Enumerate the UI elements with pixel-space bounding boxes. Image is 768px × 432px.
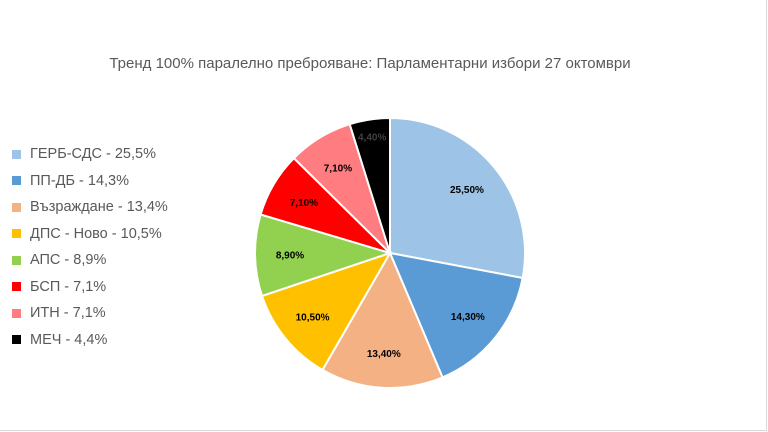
legend-label-aps: АПС - 8,9% [30, 252, 107, 269]
legend-swatch-mech [12, 335, 21, 345]
data-label-bsp: 7,10% [290, 198, 318, 209]
legend-swatch-vazrazhdane [12, 202, 21, 212]
data-label-mech: 4,40% [358, 132, 386, 143]
legend: ГЕРБ-СДС - 25,5% ПП-ДБ - 14,3% Възраждан… [12, 141, 168, 353]
data-label-pp-db: 14,30% [451, 312, 485, 323]
data-label-gerb-sds: 25,50% [450, 185, 484, 196]
pie-slice-pp-db [388, 251, 524, 379]
legend-item-bsp: БСП - 7,1% [12, 274, 168, 301]
legend-label-bsp: БСП - 7,1% [30, 278, 107, 295]
legend-swatch-bsp [12, 282, 21, 292]
legend-label-dps-novo: ДПС - Ново - 10,5% [30, 225, 162, 242]
legend-item-itn: ИТН - 7,1% [12, 300, 168, 327]
data-label-aps: 8,90% [276, 251, 304, 262]
pie-slice-vazrazhdane [321, 250, 444, 389]
pie-slice-aps [254, 213, 394, 298]
legend-item-pp-db: ПП-ДБ - 14,3% [12, 168, 168, 195]
legend-swatch-gerb-sds [12, 149, 21, 159]
legend-item-gerb-sds: ГЕРБ-СДС - 25,5% [12, 141, 168, 168]
legend-swatch-aps [12, 255, 21, 265]
legend-label-itn: ИТН - 7,1% [30, 305, 106, 322]
legend-label-gerb-sds: ГЕРБ-СДС - 25,5% [30, 146, 156, 163]
legend-label-vazrazhdane: Възраждане - 13,4% [30, 199, 168, 216]
data-label-itn: 7,10% [324, 164, 352, 175]
legend-item-dps-novo: ДПС - Ново - 10,5% [12, 221, 168, 248]
data-label-vazrazhdane: 13,40% [367, 349, 401, 360]
data-label-dps-novo: 10,50% [296, 312, 330, 323]
legend-label-pp-db: ПП-ДБ - 14,3% [30, 172, 130, 189]
pie-slice-mech [348, 116, 391, 254]
legend-swatch-pp-db [12, 176, 21, 186]
legend-label-mech: МЕЧ - 4,4% [30, 331, 108, 348]
pie-slice-gerb-sds [389, 116, 526, 280]
legend-item-aps: АПС - 8,9% [12, 247, 168, 274]
legend-swatch-dps-novo [12, 229, 21, 239]
legend-item-vazrazhdane: Възраждане - 13,4% [12, 194, 168, 221]
legend-item-mech: МЕЧ - 4,4% [12, 327, 168, 354]
legend-swatch-itn [12, 308, 21, 318]
chart-title: Тренд 100% паралелно преброяване: Парлам… [109, 55, 631, 72]
pie-slice-dps-novo [260, 251, 393, 372]
